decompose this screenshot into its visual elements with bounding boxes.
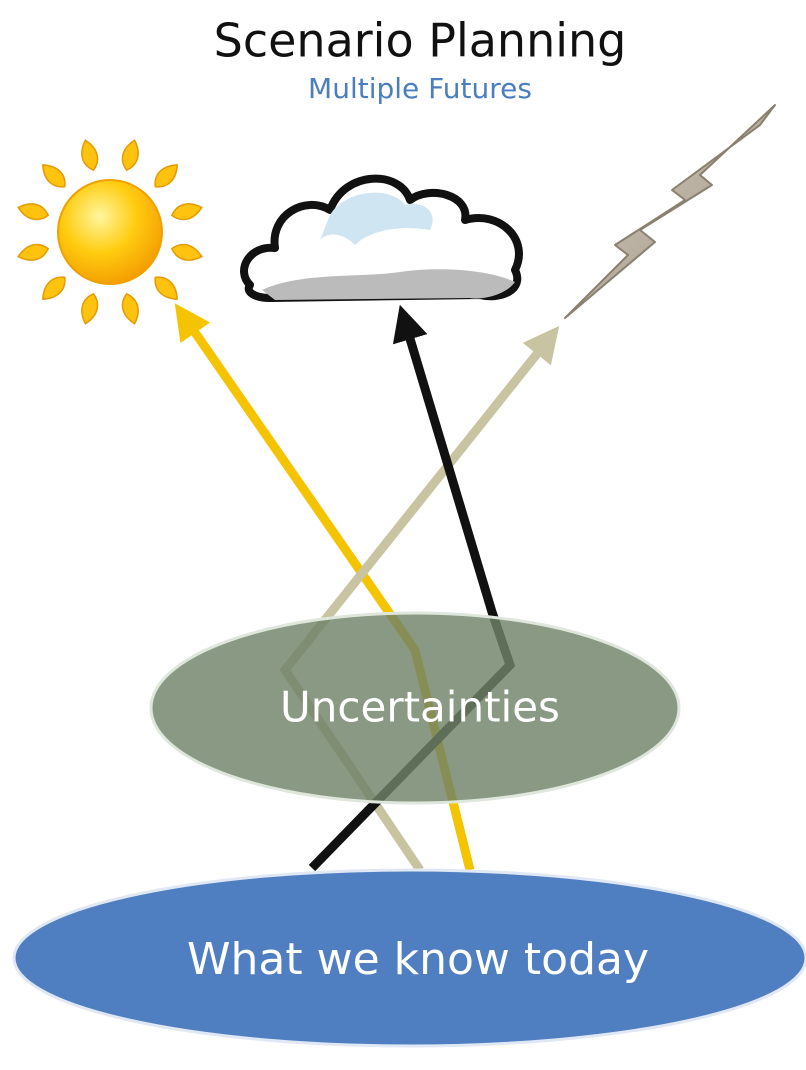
sun-ray <box>16 200 50 223</box>
sun-ray <box>78 292 101 326</box>
cloud-icon <box>244 179 519 300</box>
lightning-icon <box>565 105 775 318</box>
sun-ray <box>38 160 71 193</box>
sun-ray <box>78 138 101 172</box>
sun-ray <box>119 292 142 326</box>
sun-ray <box>38 272 71 305</box>
node-label: Uncertainties <box>280 683 560 732</box>
sun-ray <box>119 138 142 172</box>
node-label: What we know today <box>187 934 649 985</box>
title: Scenario Planning <box>214 14 627 68</box>
sun-ray <box>170 241 204 264</box>
sun-ray <box>150 160 183 193</box>
sun-icon <box>16 138 203 325</box>
sun-ray <box>170 200 204 223</box>
sun-ray <box>16 241 50 264</box>
diagram: Scenario Planning Multiple Futures Uncer… <box>0 0 806 1070</box>
sun-ray <box>150 272 183 305</box>
page: Scenario Planning Multiple Futures Uncer… <box>0 0 806 1070</box>
subtitle: Multiple Futures <box>308 72 532 105</box>
